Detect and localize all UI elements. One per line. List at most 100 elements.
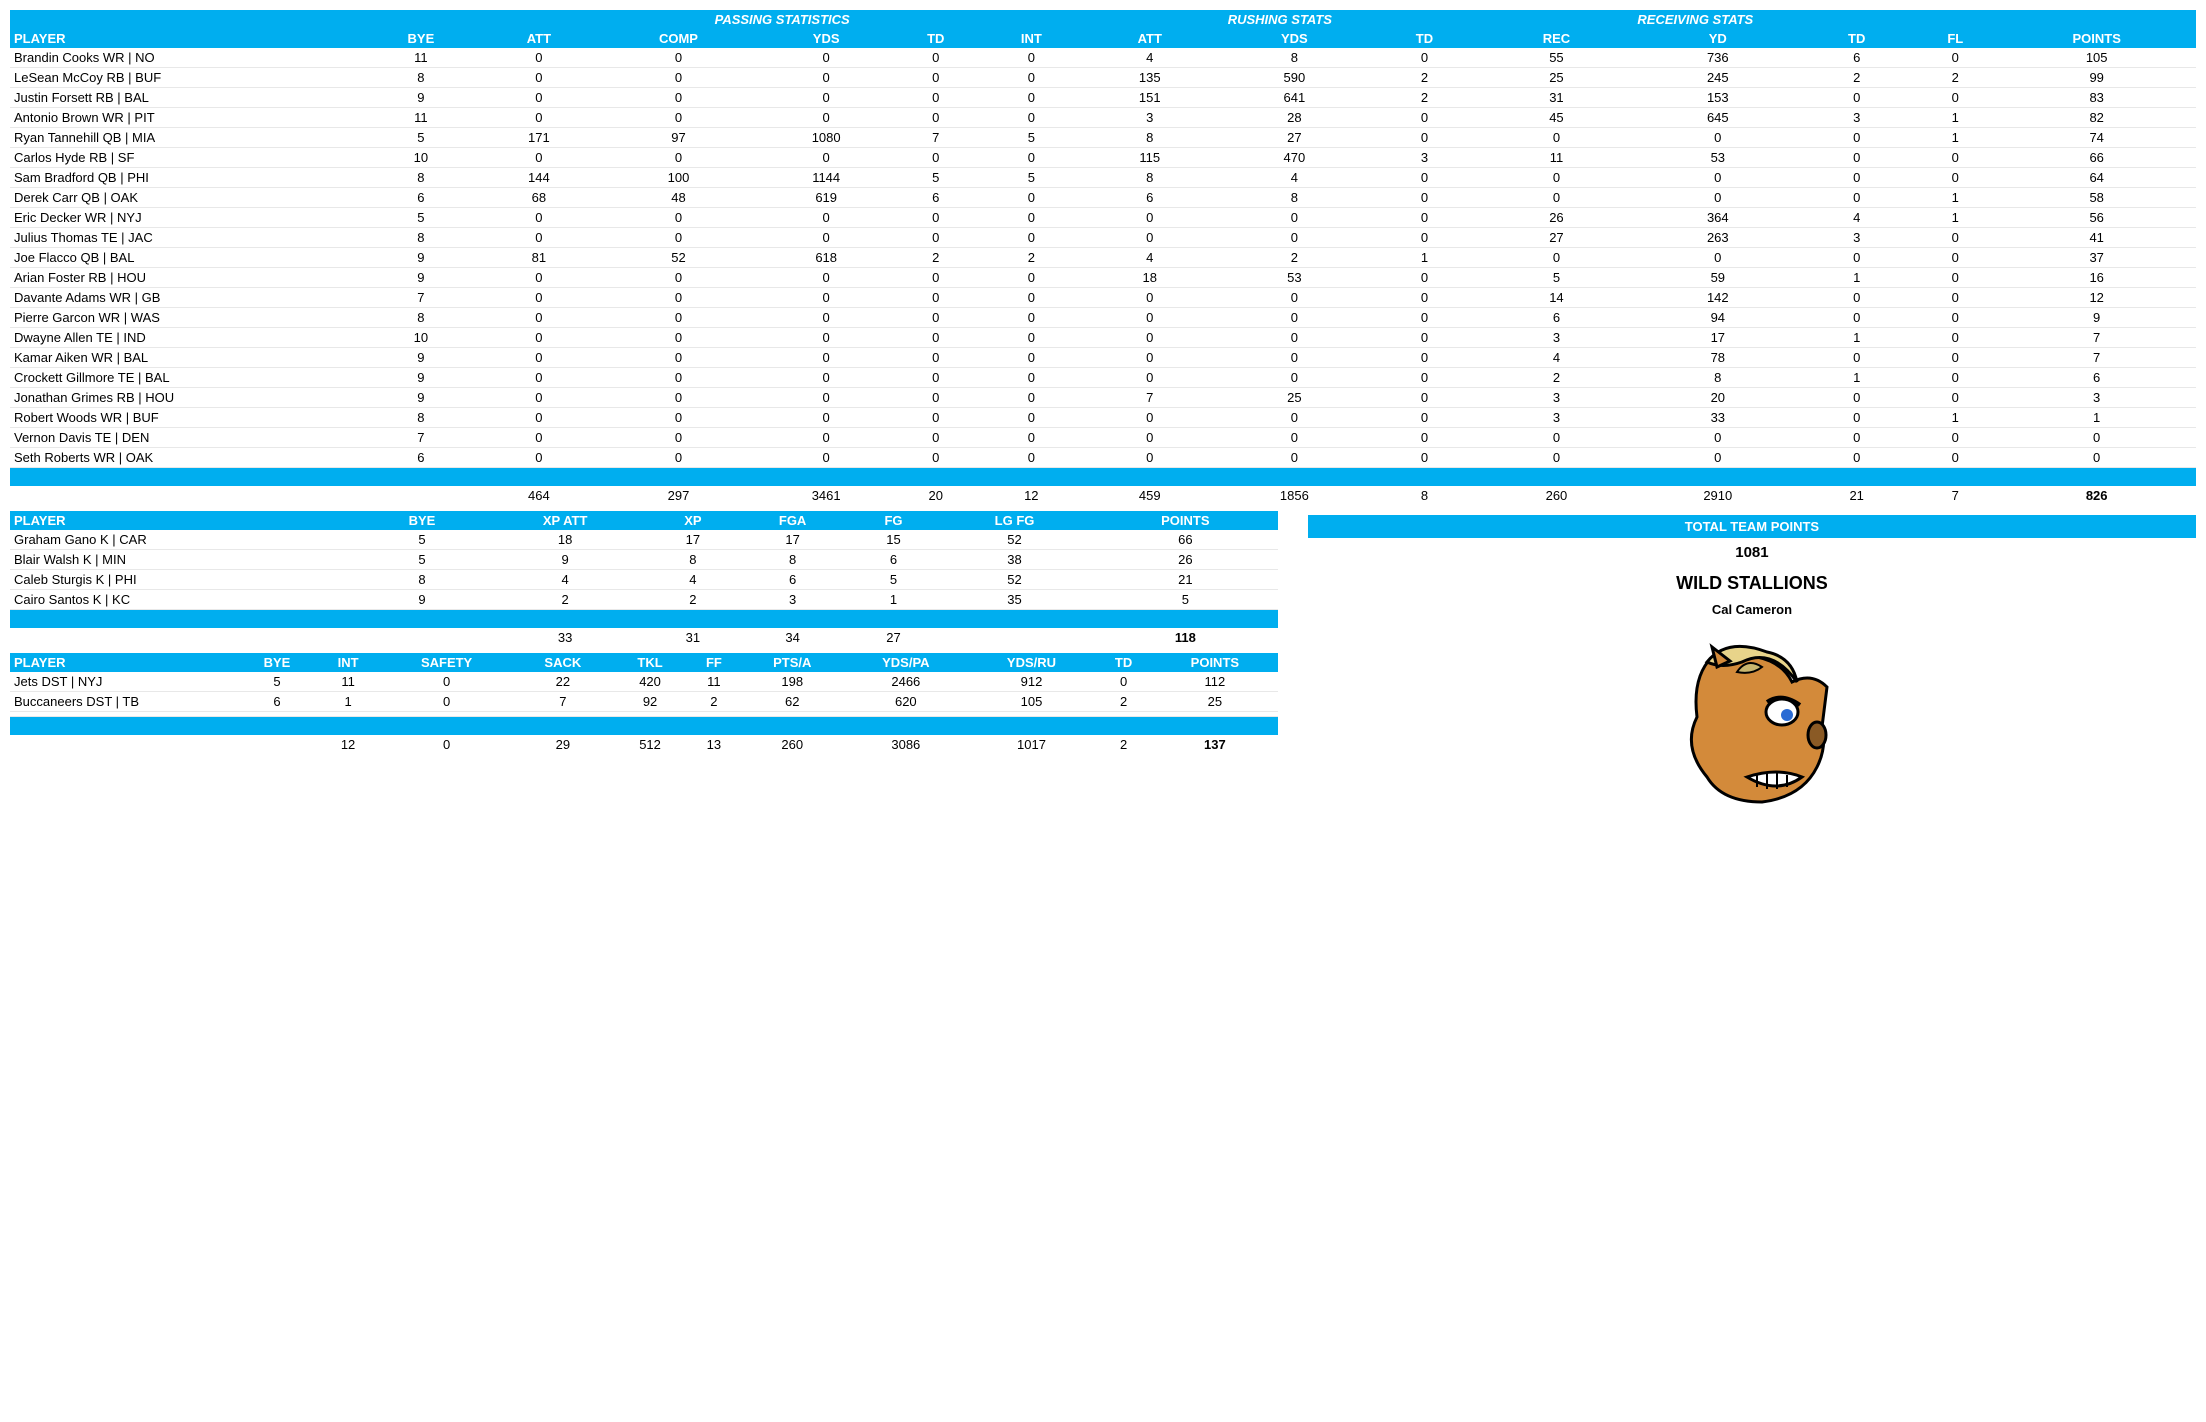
- total-cell: 260: [1477, 486, 1635, 505]
- stat-cell: 9: [360, 388, 482, 408]
- stat-cell: 151: [1082, 88, 1217, 108]
- player-cell: Blair Walsh K | MIN: [10, 550, 365, 570]
- col-header: FL: [1913, 29, 1997, 48]
- total-cell: 13: [687, 735, 740, 754]
- player-cell: Dwayne Allen TE | IND: [10, 328, 360, 348]
- total-cell: [936, 628, 1093, 647]
- player-cell: Antonio Brown WR | PIT: [10, 108, 360, 128]
- player-cell: LeSean McCoy RB | BUF: [10, 68, 360, 88]
- stat-cell: 11: [687, 672, 740, 692]
- stat-cell: 6: [851, 550, 937, 570]
- stat-cell: 0: [1913, 168, 1997, 188]
- stat-cell: 0: [761, 348, 891, 368]
- rushing-group: RUSHING STATS: [1082, 10, 1477, 29]
- stat-cell: 41: [1997, 228, 2196, 248]
- stat-cell: 27: [1217, 128, 1371, 148]
- stat-cell: 0: [761, 408, 891, 428]
- table-row: Jonathan Grimes RB | HOU9000007250320003: [10, 388, 2196, 408]
- stat-cell: 0: [980, 88, 1082, 108]
- stat-cell: 0: [380, 692, 512, 712]
- table-row: Carlos Hyde RB | SF100000011547031153006…: [10, 148, 2196, 168]
- total-cell: 464: [482, 486, 596, 505]
- stat-cell: 55: [1477, 48, 1635, 68]
- stat-cell: 5: [980, 168, 1082, 188]
- stat-cell: 9: [360, 368, 482, 388]
- stat-cell: 0: [1800, 248, 1913, 268]
- stat-cell: 0: [1082, 368, 1217, 388]
- stat-cell: 2: [1217, 248, 1371, 268]
- stat-cell: 3: [1477, 388, 1635, 408]
- stat-cell: 1: [1913, 188, 1997, 208]
- col-header: ATT: [1082, 29, 1217, 48]
- stat-cell: 0: [482, 328, 596, 348]
- stat-cell: 8: [365, 570, 479, 590]
- stat-cell: 0: [891, 48, 980, 68]
- kicking-col-header: PLAYERBYEXP ATTXPFGAFGLG FGPOINTS: [10, 511, 1278, 530]
- player-cell: Jonathan Grimes RB | HOU: [10, 388, 360, 408]
- stat-cell: 0: [1371, 268, 1477, 288]
- stat-cell: 736: [1635, 48, 1800, 68]
- stat-cell: 0: [761, 208, 891, 228]
- player-cell: Vernon Davis TE | DEN: [10, 428, 360, 448]
- stat-cell: 15: [851, 530, 937, 550]
- stat-cell: 4: [1217, 168, 1371, 188]
- stat-cell: 0: [1913, 88, 1997, 108]
- col-header: SACK: [513, 653, 613, 672]
- player-cell: Crockett Gillmore TE | BAL: [10, 368, 360, 388]
- total-cell: 31: [651, 628, 734, 647]
- stat-cell: 0: [761, 108, 891, 128]
- total-cell: 12: [980, 486, 1082, 505]
- stat-cell: 0: [1217, 448, 1371, 468]
- stat-cell: 17: [1635, 328, 1800, 348]
- stat-cell: 0: [1371, 308, 1477, 328]
- col-header: XP ATT: [479, 511, 651, 530]
- stat-cell: 21: [1093, 570, 1278, 590]
- stat-cell: 0: [980, 288, 1082, 308]
- total-cell: [10, 486, 360, 505]
- total-cell: [10, 735, 238, 754]
- stat-cell: 17: [734, 530, 850, 550]
- stat-cell: 99: [1997, 68, 2196, 88]
- stat-cell: 3: [1477, 408, 1635, 428]
- stat-cell: 0: [891, 148, 980, 168]
- col-header: FGA: [734, 511, 850, 530]
- stat-cell: 5: [365, 530, 479, 550]
- col-header: BYE: [360, 29, 482, 48]
- stat-cell: 9: [479, 550, 651, 570]
- stat-cell: 0: [482, 48, 596, 68]
- stat-cell: 0: [891, 388, 980, 408]
- player-cell: Arian Foster RB | HOU: [10, 268, 360, 288]
- stat-cell: 0: [596, 448, 761, 468]
- player-cell: Pierre Garcon WR | WAS: [10, 308, 360, 328]
- stat-cell: 0: [1371, 228, 1477, 248]
- table-row: Dwayne Allen TE | IND1000000000317107: [10, 328, 2196, 348]
- stat-cell: 0: [891, 348, 980, 368]
- stat-cell: 245: [1635, 68, 1800, 88]
- stat-cell: 0: [1217, 228, 1371, 248]
- player-cell: Julius Thomas TE | JAC: [10, 228, 360, 248]
- player-cell: Graham Gano K | CAR: [10, 530, 365, 550]
- stat-cell: 0: [1997, 428, 2196, 448]
- stat-cell: 1: [1913, 128, 1997, 148]
- stat-cell: 0: [1217, 288, 1371, 308]
- table-row: Pierre Garcon WR | WAS800000000694009: [10, 308, 2196, 328]
- stat-cell: 48: [596, 188, 761, 208]
- stat-cell: 0: [596, 428, 761, 448]
- stat-cell: 18: [479, 530, 651, 550]
- stat-cell: 0: [980, 368, 1082, 388]
- team-owner: Cal Cameron: [1308, 600, 2196, 627]
- stat-cell: 112: [1152, 672, 1278, 692]
- stat-cell: 14: [1477, 288, 1635, 308]
- stat-cell: 0: [1217, 428, 1371, 448]
- total-cell: 0: [380, 735, 512, 754]
- total-cell: 3461: [761, 486, 891, 505]
- col-header: POINTS: [1093, 511, 1278, 530]
- player-cell: Sam Bradford QB | PHI: [10, 168, 360, 188]
- stat-cell: 0: [1800, 148, 1913, 168]
- stat-cell: 38: [936, 550, 1093, 570]
- stat-cell: 2466: [844, 672, 968, 692]
- stat-cell: 6: [360, 448, 482, 468]
- col-header: PLAYER: [10, 511, 365, 530]
- stat-cell: 105: [1997, 48, 2196, 68]
- stat-cell: 4: [1477, 348, 1635, 368]
